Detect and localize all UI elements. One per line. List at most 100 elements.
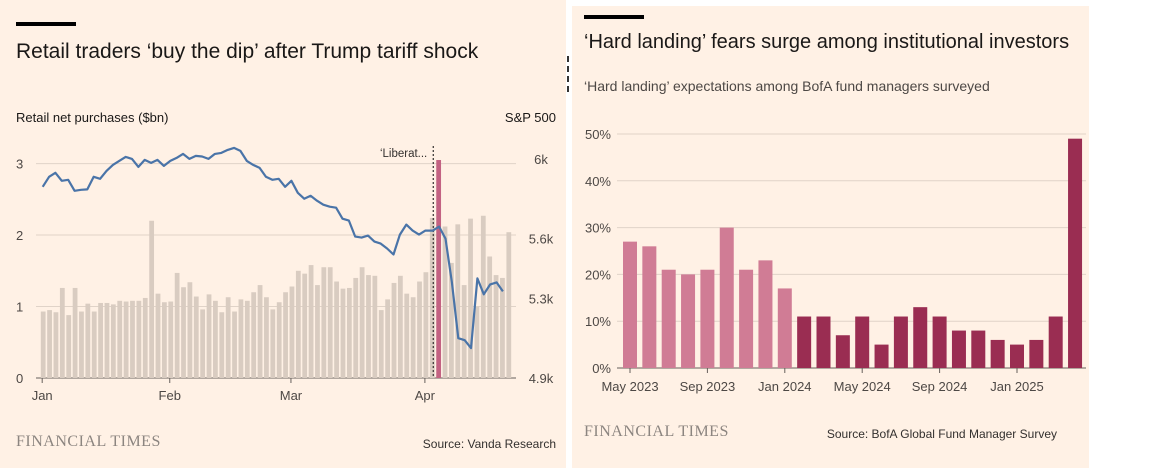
bar: [480, 215, 486, 378]
bar: [130, 300, 135, 378]
bar: [110, 304, 116, 378]
x-tick-label: Feb: [159, 388, 181, 403]
bar: [213, 300, 218, 378]
bar: [468, 218, 473, 378]
bar: [244, 300, 250, 378]
bar: [971, 330, 986, 368]
bar: [623, 241, 637, 368]
right-chart-title: ‘Hard landing’ fears surge among institu…: [584, 31, 1070, 53]
bar: [1048, 316, 1063, 368]
bar: [232, 311, 237, 378]
right-axis-label: S&P 500: [504, 110, 556, 125]
left-y-tick-label: 2: [16, 228, 23, 243]
right-chart-subtitle: ‘Hard landing’ expectations among BofA f…: [584, 78, 990, 94]
bar: [642, 246, 657, 368]
bar: [85, 303, 91, 378]
bar: [429, 217, 435, 378]
bar: [932, 316, 947, 368]
bar: [155, 293, 161, 378]
bar: [835, 335, 850, 368]
bar: [334, 281, 339, 378]
x-tick-label: Jan 2024: [758, 379, 812, 394]
right-source: Source: BofA Global Fund Manager Survey: [826, 427, 1057, 441]
bar: [136, 300, 142, 378]
bar: [951, 330, 966, 368]
bar: [719, 227, 734, 368]
bar: [487, 256, 493, 378]
x-tick-label: May 2023: [601, 379, 658, 394]
bar: [91, 311, 97, 378]
x-tick-label: Mar: [280, 388, 303, 403]
bar: [193, 296, 199, 378]
bar: [149, 220, 155, 378]
bar: [238, 299, 244, 378]
bar: [308, 265, 314, 378]
bar: [893, 316, 908, 368]
bar: [449, 262, 454, 378]
bar: [816, 316, 831, 368]
title-rule: [16, 22, 76, 26]
bar: [40, 311, 46, 378]
bar: [1068, 138, 1083, 368]
bar: [391, 282, 397, 378]
bar: [321, 267, 327, 378]
bar: [372, 275, 378, 378]
bar: [455, 224, 461, 378]
bar: [366, 275, 371, 378]
bar: [346, 287, 352, 378]
bar: [1010, 344, 1024, 368]
x-tick-label: Sep 2023: [680, 379, 736, 394]
bar: [187, 282, 193, 378]
bar: [797, 316, 812, 368]
bar: [353, 277, 359, 378]
left-y-tick-label: 1: [16, 300, 23, 315]
bar: [276, 302, 282, 378]
bar: [315, 285, 320, 378]
bar: [53, 312, 59, 378]
bar: [123, 301, 129, 378]
bar: [739, 269, 754, 368]
x-tick-label: Apr: [415, 388, 436, 403]
bar: [181, 287, 186, 378]
x-tick-label: Jan: [32, 388, 53, 403]
right-y-tick-label: 5.6k: [529, 232, 554, 247]
bar: [327, 267, 333, 378]
x-tick-label: Jan 2025: [990, 379, 1044, 394]
bar: [225, 297, 231, 378]
bar: [758, 260, 773, 368]
divider-mark: [567, 56, 571, 92]
bar: [72, 287, 78, 378]
left-y-tick-label: 3: [16, 157, 23, 172]
left-source: Source: Vanda Research: [422, 437, 556, 451]
bar: [283, 292, 288, 378]
x-tick-label: Sep 2024: [912, 379, 968, 394]
x-tick-label: May 2024: [834, 379, 891, 394]
bar: [436, 160, 442, 378]
bar: [161, 302, 167, 378]
y-tick-label: 40%: [585, 174, 611, 189]
title-rule: [584, 15, 644, 19]
y-tick-label: 10%: [585, 314, 611, 329]
bar: [340, 288, 346, 378]
left-chart-plot: 0 1 2 3 4.9k 5.3k 5.6k 6k Jan Feb Mar Apr ‘Liberat..…: [16, 146, 554, 403]
left-y-tick-label: 0: [16, 371, 23, 386]
right-chart-panel: ‘Hard landing’ fears surge among institu…: [572, 6, 1089, 468]
annotation-label: ‘Liberat...: [380, 148, 427, 160]
bar: [461, 285, 467, 378]
sp500-line: [41, 146, 504, 350]
bar: [385, 299, 391, 378]
bar: [681, 274, 696, 368]
bar: [410, 297, 416, 378]
bar: [700, 269, 715, 368]
bar: [142, 297, 148, 378]
bar: [219, 312, 225, 378]
bar: [168, 301, 174, 378]
bar: [442, 226, 448, 378]
right-chart-plot: 0% 10% 20% 30% 40% 50% May 2023 Sep 2023 Jan 202…: [585, 127, 1086, 394]
y-tick-label: 20%: [585, 267, 611, 282]
bar: [661, 269, 676, 368]
bar: [913, 307, 928, 368]
bar: [206, 294, 212, 378]
bar: [117, 300, 123, 378]
bar: [295, 270, 301, 378]
